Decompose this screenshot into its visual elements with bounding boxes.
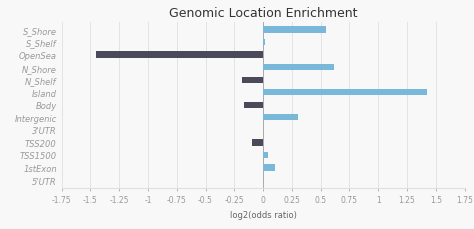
Bar [252, 140, 263, 146]
Bar [263, 90, 427, 96]
Bar [96, 52, 263, 58]
Bar [242, 77, 263, 84]
Bar [263, 40, 265, 46]
Bar [263, 165, 274, 171]
Bar [263, 27, 327, 33]
Bar [263, 152, 268, 158]
Bar [244, 102, 263, 109]
Bar [263, 65, 335, 71]
X-axis label: log2(odds ratio): log2(odds ratio) [229, 210, 297, 219]
Title: Genomic Location Enrichment: Genomic Location Enrichment [169, 7, 357, 20]
Bar [263, 115, 298, 121]
